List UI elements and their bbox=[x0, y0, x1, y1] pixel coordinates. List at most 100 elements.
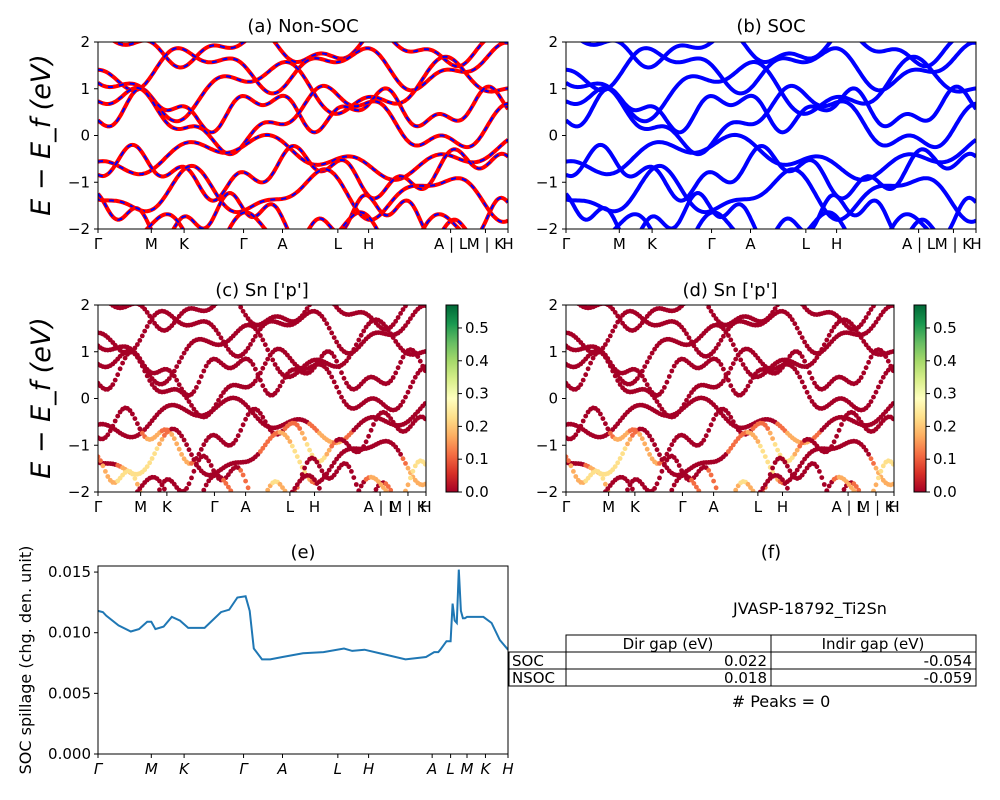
projection-point bbox=[703, 433, 709, 439]
projection-point bbox=[265, 423, 271, 429]
projection-point bbox=[600, 416, 606, 421]
projection-point bbox=[385, 327, 391, 333]
projection-point bbox=[186, 399, 192, 404]
projection-point bbox=[395, 365, 401, 371]
projection-point bbox=[797, 463, 803, 469]
x-tick-label: Γ bbox=[678, 498, 687, 516]
projection-point bbox=[142, 368, 148, 374]
projection-point bbox=[277, 383, 283, 389]
projection-point bbox=[174, 513, 179, 518]
projection-point bbox=[829, 328, 835, 334]
projection-point bbox=[243, 478, 249, 484]
projection-point bbox=[144, 310, 150, 315]
projection-point bbox=[294, 482, 300, 487]
projection-point bbox=[317, 463, 322, 469]
projection-point bbox=[659, 406, 665, 412]
projection-point bbox=[344, 380, 349, 386]
x-tick-label: H bbox=[363, 235, 374, 253]
x-tick-label: Γ bbox=[210, 498, 219, 516]
projection-point bbox=[115, 372, 121, 378]
projection-point bbox=[871, 394, 876, 400]
projection-point bbox=[797, 299, 802, 304]
projection-point bbox=[260, 365, 266, 371]
projection-point bbox=[191, 468, 197, 474]
title-f: (f) bbox=[761, 542, 781, 563]
colorbar-tick-label: 0.2 bbox=[933, 417, 957, 435]
projection-point bbox=[566, 458, 571, 464]
projection-point bbox=[824, 337, 830, 343]
projection-point bbox=[652, 486, 657, 491]
projection-point bbox=[100, 463, 106, 469]
band-line-red bbox=[98, 84, 508, 135]
projection-point bbox=[814, 464, 820, 470]
projection-point bbox=[760, 485, 766, 491]
row-nsoc-label: NSOC bbox=[512, 669, 555, 687]
x-tick-label: A bbox=[708, 498, 719, 516]
projection-point bbox=[262, 361, 268, 366]
projection-point bbox=[640, 508, 645, 513]
projection-point bbox=[853, 484, 859, 489]
projection-point bbox=[349, 469, 354, 474]
projection-point bbox=[144, 373, 150, 379]
projection-point bbox=[334, 469, 339, 475]
projection-point bbox=[331, 354, 337, 359]
projection-point bbox=[664, 379, 670, 385]
row-soc-label: SOC bbox=[512, 652, 544, 670]
projection-point bbox=[817, 351, 822, 357]
projection-point bbox=[103, 502, 108, 507]
projection-point bbox=[637, 370, 643, 376]
projection-point bbox=[647, 433, 652, 439]
projection-point bbox=[194, 385, 199, 390]
y-tick-label: 0.010 bbox=[48, 624, 91, 642]
title-c: (c) Sn ['p'] bbox=[215, 280, 309, 301]
projection-point bbox=[603, 354, 608, 360]
projection-point bbox=[662, 462, 667, 468]
projection-point bbox=[314, 481, 320, 486]
projection-point bbox=[400, 307, 406, 312]
projection-point bbox=[890, 401, 894, 406]
projection-point bbox=[817, 505, 822, 510]
projection-point bbox=[253, 378, 258, 384]
x-tick-label: L bbox=[334, 235, 343, 253]
projection-point bbox=[393, 370, 399, 376]
projection-point bbox=[708, 308, 714, 314]
x-tick-label: Γ bbox=[562, 235, 571, 253]
projection-point bbox=[821, 482, 827, 487]
gap-table: JVASP-18792_Ti2Sn Dir gap (eV) Indir gap… bbox=[508, 599, 977, 711]
projection-point bbox=[422, 461, 426, 467]
projection-point bbox=[762, 482, 768, 487]
projection-point bbox=[593, 498, 598, 503]
projection-point bbox=[248, 358, 253, 364]
projection-point bbox=[253, 333, 258, 339]
x-tick-label: Γ bbox=[239, 235, 248, 253]
projection-point bbox=[191, 406, 197, 412]
row-nsoc-indir: -0.059 bbox=[924, 669, 972, 687]
projection-point bbox=[408, 475, 413, 481]
projection-point bbox=[824, 488, 830, 492]
projection-point bbox=[583, 413, 589, 419]
projection-point bbox=[329, 350, 335, 356]
projection-point bbox=[398, 311, 403, 316]
col-dir-gap: Dir gap (eV) bbox=[623, 635, 714, 653]
projection-point bbox=[422, 481, 426, 487]
projection-point bbox=[157, 441, 162, 447]
projection-point bbox=[176, 446, 182, 452]
colorbar-tick-label: 0.1 bbox=[465, 450, 489, 468]
projection-point bbox=[578, 382, 584, 387]
projection-point bbox=[667, 493, 672, 498]
projection-point bbox=[137, 359, 143, 364]
x-tick-label: A bbox=[240, 498, 251, 516]
projection-point bbox=[336, 389, 342, 395]
projection-point bbox=[339, 370, 344, 376]
projection-point bbox=[201, 368, 207, 374]
projection-point bbox=[878, 379, 884, 385]
projection-point bbox=[319, 468, 325, 474]
projection-point bbox=[856, 378, 862, 384]
x-tick-label: Γ bbox=[707, 235, 716, 253]
projection-point bbox=[573, 501, 578, 506]
projection-point bbox=[676, 463, 682, 468]
projection-point bbox=[159, 482, 165, 487]
projection-point bbox=[802, 384, 807, 390]
projection-point bbox=[730, 442, 736, 448]
